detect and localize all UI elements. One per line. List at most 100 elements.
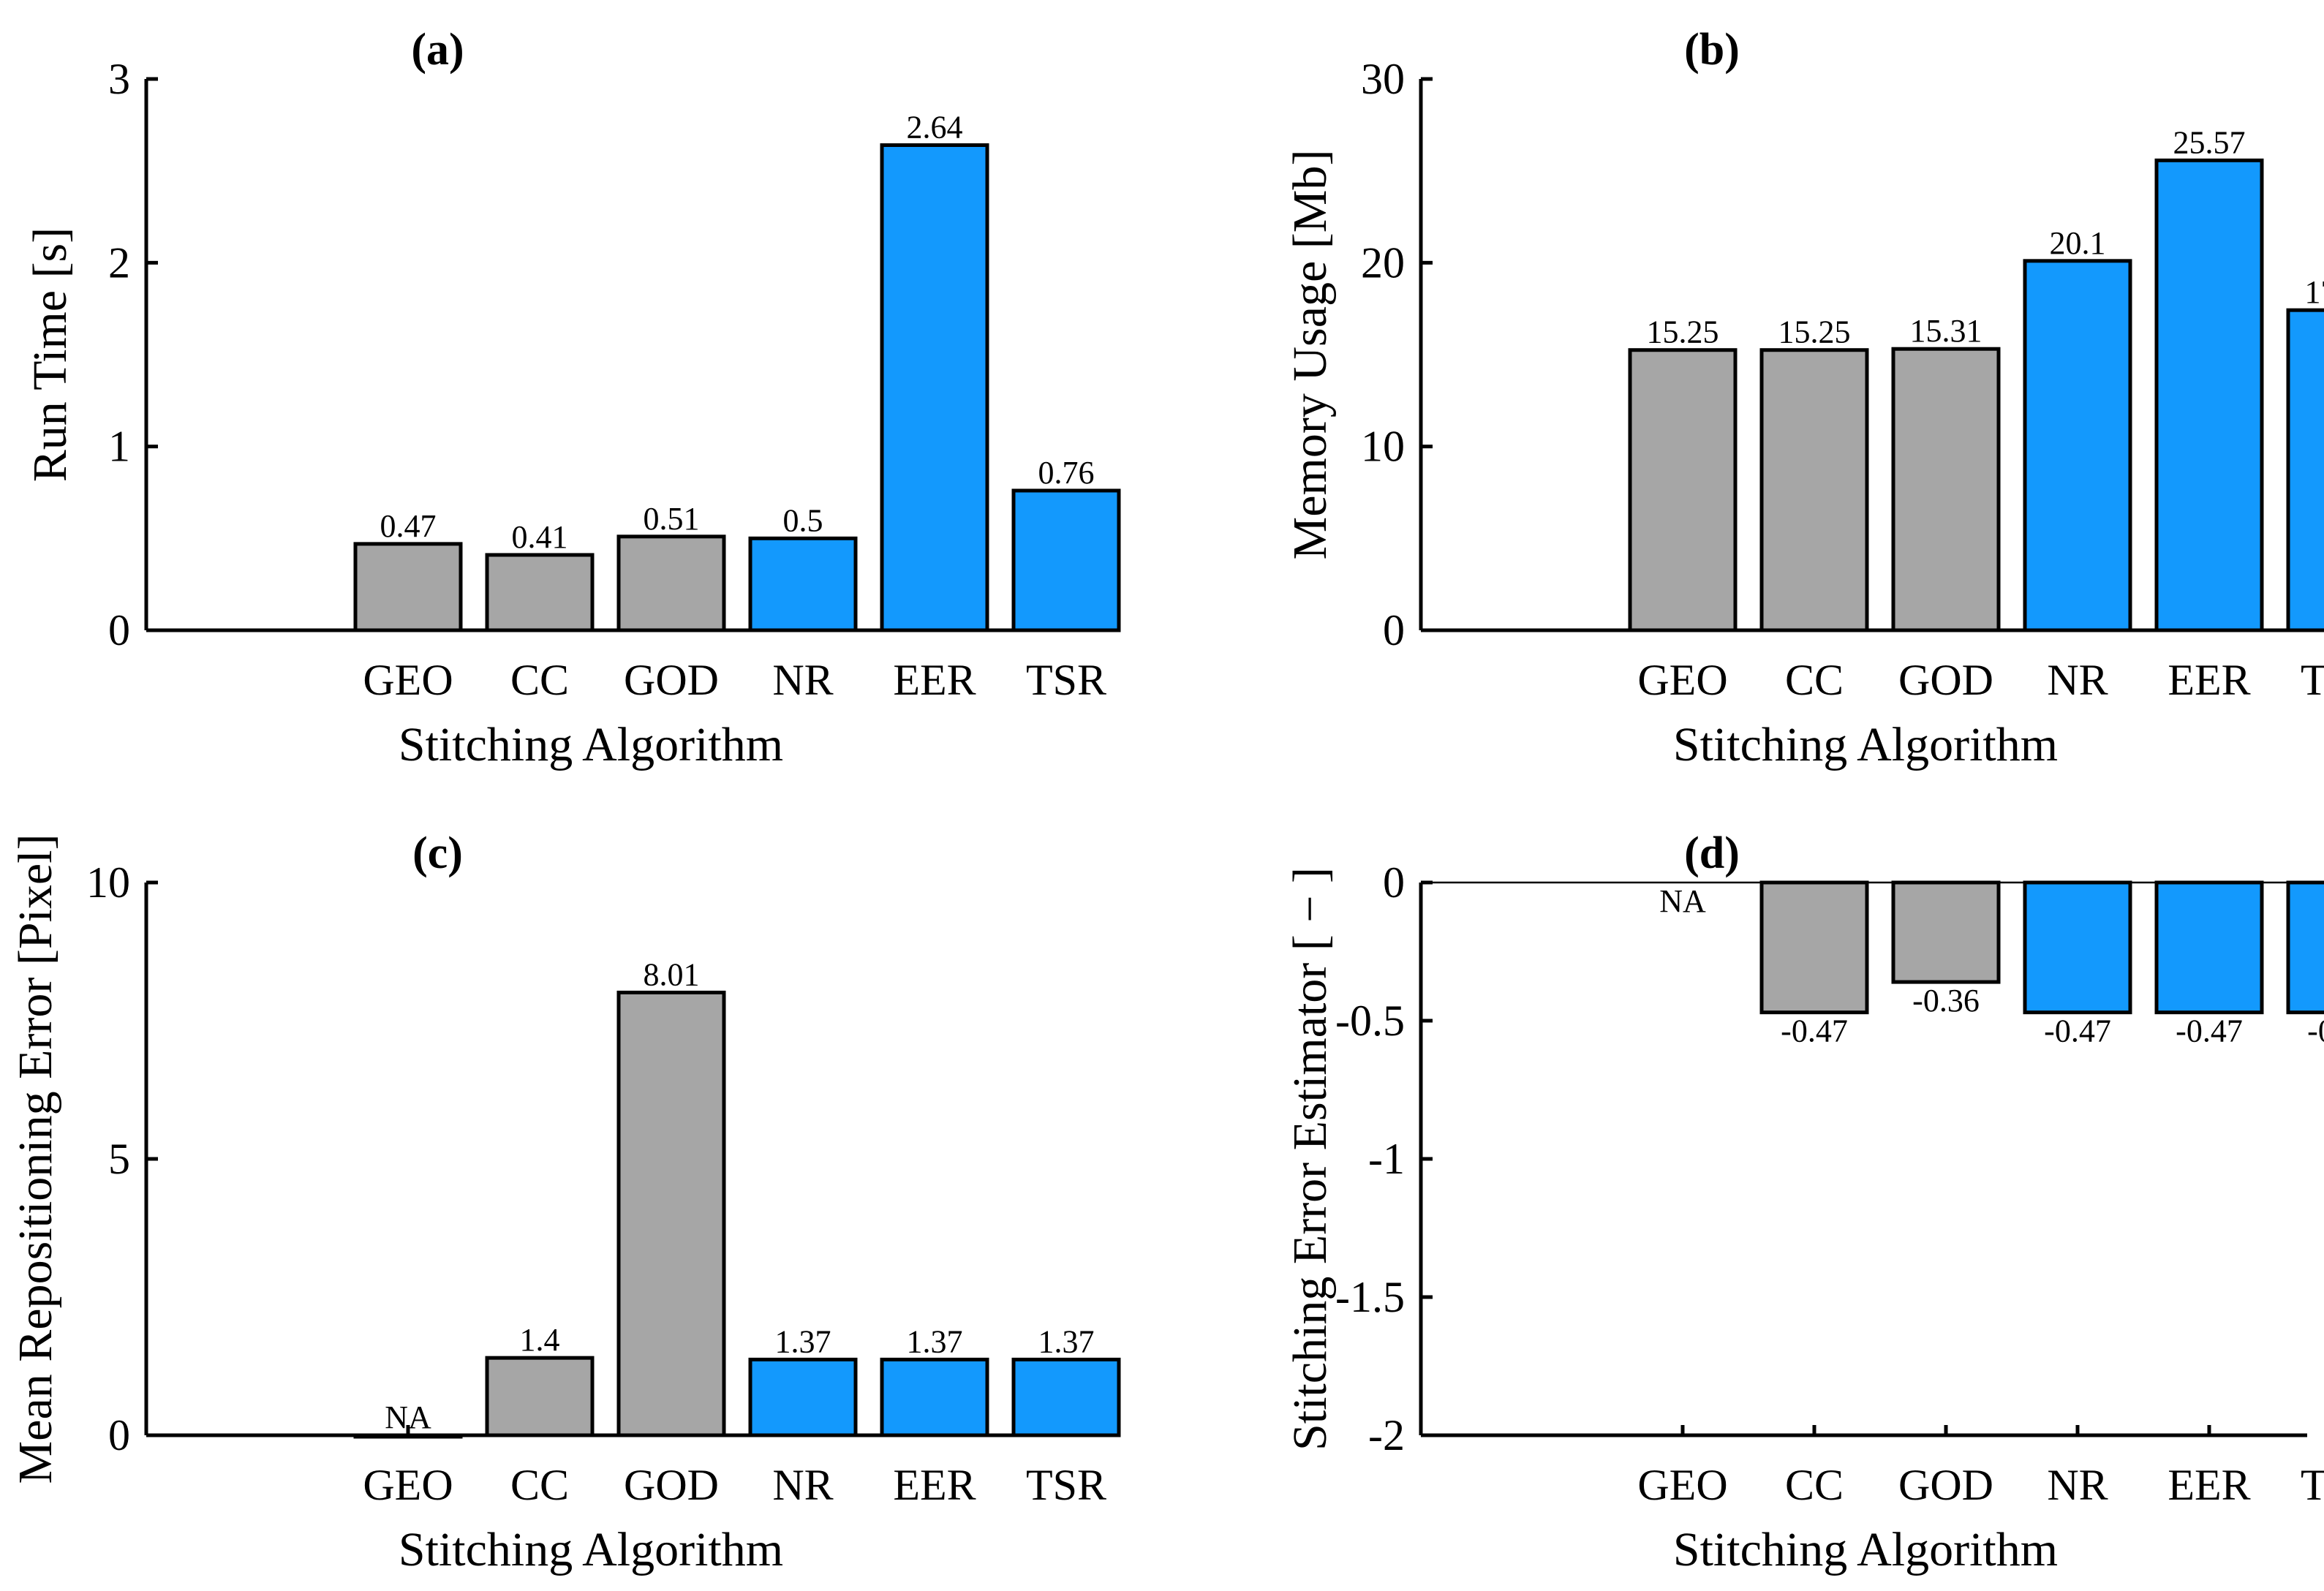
bar-nr	[2023, 880, 2132, 1015]
y-tick-label: 0	[108, 606, 130, 654]
data-label-geo: 15.25	[1647, 314, 1719, 350]
bar-nr	[748, 1357, 858, 1437]
x-tick-label-god: GOD	[624, 1461, 719, 1509]
bar-cc	[1759, 880, 1869, 1015]
data-label-god: -0.36	[1912, 983, 1980, 1019]
y-tick-label: 0	[108, 1411, 130, 1459]
y-tick-label: -1	[1368, 1135, 1405, 1183]
x-tick-label-geo: GEO	[1637, 656, 1727, 704]
y-tick-label: 10	[1361, 423, 1405, 471]
y-tick-label: 20	[1361, 238, 1405, 287]
data-label-geo: NA	[385, 1399, 431, 1435]
chart-panel-c: 0 5 10 GEO NA CC 1.4 GOD 8.01 NR 1.37 EER 1.37 TSR 1.3…	[9, 828, 1121, 1576]
x-tick-label-cc: CC	[510, 656, 569, 704]
data-label-tsr: 1.37	[1038, 1323, 1095, 1359]
data-label-eer: 2.64	[907, 109, 963, 145]
data-label-cc: 1.4	[520, 1322, 560, 1358]
bar-god	[616, 990, 726, 1437]
y-tick-label: 0	[1383, 606, 1405, 654]
y-tick-label: 30	[1361, 55, 1405, 103]
bar-god	[616, 534, 726, 632]
x-tick-label-eer: EER	[2168, 656, 2250, 704]
panel-title: (a)	[411, 25, 464, 75]
bar-cc	[485, 1356, 595, 1437]
x-tick-label-geo: GEO	[1637, 1461, 1727, 1509]
bar-nr	[2023, 259, 2132, 632]
x-tick-label-eer: EER	[893, 656, 976, 704]
data-label-eer: 25.57	[2173, 124, 2246, 160]
bar-eer	[2154, 880, 2264, 1015]
bar-geo	[353, 542, 463, 632]
y-tick-label: 2	[108, 238, 130, 287]
panel-title: (b)	[1684, 25, 1740, 75]
x-axis-label: Stitching Algorithm	[399, 1523, 783, 1576]
bar-god	[1891, 880, 2001, 984]
bar-cc	[485, 553, 595, 632]
x-tick-label-god: GOD	[1898, 656, 1993, 704]
x-axis-label: Stitching Algorithm	[1673, 1523, 2058, 1576]
chart-panel-d: -2 -1.5 -1 -0.5 0 GEO NA CC -0.47 GOD -0.36 NR -0.47…	[1283, 828, 2324, 1576]
x-tick-label-geo: GEO	[363, 656, 453, 704]
data-label-tsr: 17.42	[2305, 274, 2324, 310]
y-tick-label: -1.5	[1335, 1273, 1405, 1321]
x-axis-label: Stitching Algorithm	[399, 718, 783, 771]
x-tick-label-god: GOD	[624, 656, 719, 704]
y-tick-label: 0	[1383, 858, 1405, 907]
bar-tsr	[1011, 1357, 1121, 1437]
x-tick-label-nr: NR	[772, 656, 833, 704]
x-tick-label-cc: CC	[510, 1461, 569, 1509]
y-tick-label: 10	[86, 858, 130, 907]
data-label-nr: -0.47	[2044, 1013, 2111, 1049]
bar-tsr	[2286, 880, 2324, 1015]
bar-tsr	[2286, 308, 2324, 632]
bar-nr	[748, 536, 858, 632]
x-tick-label-nr: NR	[2047, 1461, 2108, 1509]
data-label-nr: 20.1	[2050, 225, 2106, 261]
data-label-tsr: -0.47	[2307, 1013, 2324, 1049]
data-label-geo: NA	[1659, 883, 1706, 919]
bar-eer	[880, 143, 989, 632]
data-label-eer: -0.47	[2176, 1013, 2243, 1049]
x-tick-label-cc: CC	[1785, 656, 1844, 704]
data-label-cc: 15.25	[1778, 314, 1851, 350]
data-label-geo: 0.47	[380, 508, 437, 544]
y-tick-label: -0.5	[1335, 997, 1405, 1045]
chart-panel-a: 0 1 2 3 GEO 0.47 CC 0.41 GOD 0.51 NR 0.5 EER 2.64 TSR 0…	[23, 25, 1121, 771]
y-tick-label: -2	[1368, 1411, 1405, 1459]
y-axis-label: Memory Usage [Mb]	[1283, 150, 1337, 560]
panel-title: (d)	[1684, 828, 1740, 878]
y-axis-label: Mean Repositioning Error [Pixel]	[9, 834, 62, 1484]
y-tick-label: 5	[108, 1135, 130, 1183]
x-tick-label-tsr: TSR	[2301, 1461, 2324, 1509]
data-label-nr: 0.5	[783, 502, 823, 538]
panel-title: (c)	[412, 828, 463, 878]
x-tick-label-eer: EER	[893, 1461, 976, 1509]
x-tick-label-tsr: TSR	[1026, 1461, 1106, 1509]
bar-eer	[2154, 158, 2264, 632]
bar-cc	[1759, 348, 1869, 632]
data-label-cc: 0.41	[512, 519, 568, 555]
bar-geo	[353, 1433, 463, 1439]
x-tick-label-tsr: TSR	[2301, 656, 2324, 704]
bar-eer	[880, 1357, 989, 1437]
data-label-tsr: 0.76	[1038, 455, 1095, 491]
bar-tsr	[1011, 488, 1121, 632]
y-tick-label: 1	[108, 423, 130, 471]
data-label-cc: -0.47	[1781, 1013, 1848, 1049]
y-axis-label: Run Time [s]	[23, 227, 77, 482]
y-axis-label: Stitching Error Estimator [ − ]	[1283, 867, 1337, 1451]
data-label-god: 0.51	[644, 501, 700, 537]
x-tick-label-cc: CC	[1785, 1461, 1844, 1509]
data-label-eer: 1.37	[907, 1323, 963, 1359]
data-label-nr: 1.37	[775, 1323, 831, 1359]
bar-god	[1891, 347, 2001, 632]
data-label-god: 15.31	[1910, 313, 1982, 349]
x-tick-label-tsr: TSR	[1026, 656, 1106, 704]
y-tick-label: 3	[108, 55, 130, 103]
x-tick-label-geo: GEO	[363, 1461, 453, 1509]
bar-geo	[1628, 348, 1738, 632]
x-axis-label: Stitching Algorithm	[1673, 718, 2058, 771]
x-tick-label-eer: EER	[2168, 1461, 2250, 1509]
chart-panel-b: 0 10 20 30 GEO 15.25 CC 15.25 GOD 15.31 NR 20.1 EER 2…	[1283, 25, 2324, 771]
